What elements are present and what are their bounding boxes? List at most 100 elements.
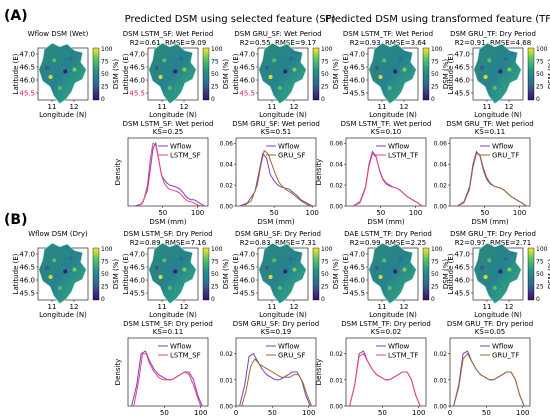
colorbar-tick-label: 25 <box>321 284 329 291</box>
colorbar-tick-label: 0 <box>431 296 435 303</box>
y-tick-label: 47.0 <box>129 51 145 59</box>
colorbar-tick-label: 75 <box>211 59 219 66</box>
colorbar-tick-label: 50 <box>431 271 439 278</box>
y-tick-label: 47.0 <box>454 251 470 259</box>
y-axis-label: Latitude (E) <box>12 253 20 294</box>
map-pixel <box>398 256 403 261</box>
map-pixel <box>63 69 68 74</box>
colorbar-tick-label: 0 <box>101 296 105 303</box>
y-axis-label: Density <box>315 359 323 386</box>
map-title: Wflow DSM (Dry) <box>28 230 88 238</box>
y-tick-label: 0.06 <box>330 141 344 148</box>
x-tick-label: 12 <box>290 303 299 311</box>
x-tick-label: 0 <box>234 409 238 417</box>
legend-entry: LSTM_TF <box>388 152 418 160</box>
map-region-group <box>473 242 522 304</box>
x-tick-label: 100 <box>306 209 319 217</box>
region-shape <box>369 43 416 104</box>
map-pixel <box>268 274 273 279</box>
y-axis-label: Latitude (E) <box>342 53 350 94</box>
map-pixel <box>277 285 282 291</box>
legend-entry: LSTM_SF <box>170 352 201 360</box>
y-axis-label: Density <box>114 159 122 186</box>
x-axis-label: Longitude (N) <box>39 111 87 119</box>
y-axis-label: Latitude (E) <box>447 253 455 294</box>
y-tick-label: 45.5 <box>129 290 145 298</box>
map-title: DSM GRU_SF: Dry Period <box>235 230 321 238</box>
map-pixel <box>503 56 508 61</box>
y-tick-label: 0.06 <box>434 141 448 148</box>
map-pixel <box>402 67 407 72</box>
y-tick-label: 46.0 <box>239 77 255 85</box>
density-subtitle: KS=0.11 <box>475 128 506 136</box>
x-axis-label: DSM (mm) <box>471 218 508 226</box>
density-line-wflow <box>134 141 205 207</box>
map-region-group <box>473 42 522 104</box>
colorbar-tick-label: 0 <box>321 296 325 303</box>
y-axis-label: Latitude (E) <box>232 53 240 94</box>
y-tick-label: 46.5 <box>239 264 255 272</box>
colorbar <box>312 47 320 101</box>
map-axes: 47.0 46.5 46.0 45.5 11 12 Latitude (E) Longitud… <box>12 242 120 319</box>
map-pixel <box>154 65 159 70</box>
colorbar-tick-label: 100 <box>431 246 443 253</box>
legend-entry: Wflow <box>388 143 410 151</box>
x-axis-label: Longitude (N) <box>39 311 87 319</box>
legend-entry: GRU_SF <box>278 152 305 160</box>
map-region-group <box>368 242 417 304</box>
map-pixel <box>507 267 512 272</box>
legend-entry: Wflow <box>492 143 514 151</box>
x-tick-label: 11 <box>48 303 57 311</box>
y-tick-label: 0.02 <box>220 183 234 190</box>
map-pixel <box>57 85 62 91</box>
density-frame <box>127 337 209 407</box>
map-title: Wflow DSM (Wet) <box>28 30 89 38</box>
y-tick-label: 0.02 <box>330 351 344 358</box>
colorbar-tick-label: 0 <box>321 96 325 103</box>
map-title: R2=0.91, RMSE=4.68 <box>455 39 531 47</box>
x-tick-label: 100 <box>302 409 315 417</box>
map-pixel <box>167 85 172 91</box>
figure-label-a: (A) <box>4 8 28 24</box>
map-pixel <box>487 258 492 263</box>
colorbar-label: DSM (%) <box>442 259 450 289</box>
colorbar-tick-label: 25 <box>101 84 109 91</box>
map-pixel <box>272 258 277 263</box>
legend-entry: Wflow <box>278 143 300 151</box>
x-tick-label: 100 <box>516 409 529 417</box>
colorbar-tick-label: 0 <box>211 296 215 303</box>
colorbar-label: DSM (%) <box>547 59 550 89</box>
density-subtitle: KS=0.19 <box>261 328 292 336</box>
density-title: DSM GRU_TF: Dry period <box>447 320 533 328</box>
colorbar <box>92 47 100 101</box>
y-tick-label: 0.02 <box>220 351 234 358</box>
map-pixel <box>48 274 53 279</box>
y-tick-label: 46.5 <box>454 264 470 272</box>
map-pixel <box>63 269 68 274</box>
map-pixel <box>52 258 57 263</box>
x-tick-label: 50 <box>160 409 169 417</box>
x-axis-label: Longitude (N) <box>369 311 417 319</box>
density-line-lstm_tf <box>352 152 423 207</box>
colorbar-tick-label: 75 <box>536 59 544 66</box>
map-axes: 47.0 46.5 46.0 45.5 11 12 Latitude (E) Longitud… <box>342 242 450 319</box>
legend-entry: LSTM_TF <box>388 352 418 360</box>
x-axis-label: DSM (mm) <box>257 218 294 226</box>
map-pixel <box>492 285 497 291</box>
y-tick-label: 0.02 <box>434 351 448 358</box>
y-tick-label: 0.04 <box>330 162 344 169</box>
x-tick-label: 12 <box>505 103 514 111</box>
x-tick-label: 100 <box>513 209 526 217</box>
region-shape <box>259 243 306 304</box>
x-tick-label: 50 <box>158 209 167 217</box>
map-pixel <box>292 67 297 72</box>
